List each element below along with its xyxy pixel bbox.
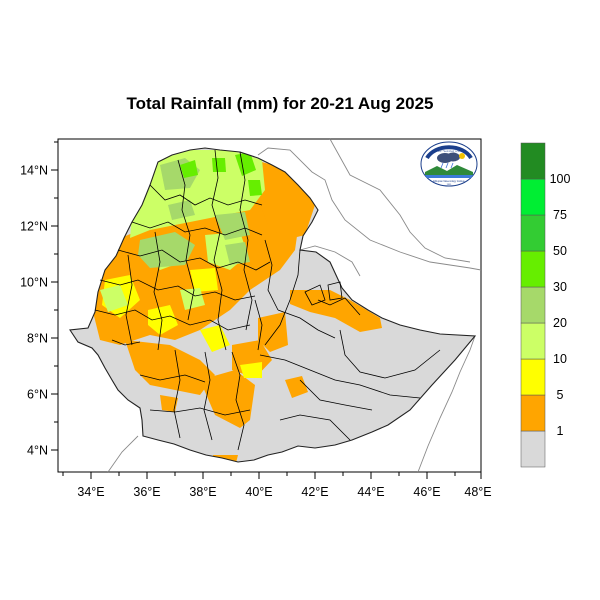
legend-label: 1 — [557, 424, 564, 438]
legend-label: 30 — [553, 280, 567, 294]
lat-axis: 4°N 6°N 8°N 10°N 12°N 14°N — [20, 141, 58, 458]
lon-axis: 34°E 36°E 38°E 40°E 42°E 44°E 46°E 48°E — [62, 472, 492, 499]
lon-label-44: 44°E — [357, 485, 384, 499]
lat-label-8: 8°N — [27, 332, 48, 346]
lon-label-42: 42°E — [301, 485, 328, 499]
legend-swatch — [520, 214, 546, 252]
legend-swatch — [520, 250, 546, 288]
legend-swatch — [520, 178, 546, 216]
legend-label: 50 — [553, 244, 567, 258]
lon-label-38: 38°E — [189, 485, 216, 499]
legend-label: 10 — [553, 352, 567, 366]
neighbor-borders — [107, 138, 482, 473]
logo-text-year: 1951 — [447, 184, 453, 186]
lat-label-12: 12°N — [20, 220, 48, 234]
admin-boundaries — [94, 149, 441, 451]
logo-text-bottom: Ethiopian Meteorology Institute — [433, 180, 465, 183]
legend-swatch — [520, 142, 546, 180]
legend: 1 5 10 20 30 50 75 100 — [520, 142, 571, 468]
map-title: Total Rainfall (mm) for 20-21 Aug 2025 — [126, 94, 434, 113]
lat-label-10: 10°N — [20, 276, 48, 290]
legend-label: 5 — [557, 388, 564, 402]
lat-label-14: 14°N — [20, 164, 48, 178]
lon-label-48: 48°E — [464, 485, 491, 499]
legend-label: 100 — [550, 172, 571, 186]
lon-label-40: 40°E — [245, 485, 272, 499]
legend-swatch — [520, 394, 546, 432]
lat-label-6: 6°N — [27, 388, 48, 402]
lon-label-34: 34°E — [77, 485, 104, 499]
legend-swatch — [520, 430, 546, 468]
legend-swatch — [520, 286, 546, 324]
legend-label: 75 — [553, 208, 567, 222]
lon-label-36: 36°E — [133, 485, 160, 499]
lon-label-46: 46°E — [413, 485, 440, 499]
legend-swatch — [520, 322, 546, 360]
lat-label-4: 4°N — [27, 444, 48, 458]
logo-text-top: የኢትዮጵያ ሚቲዎሮሎጂ ኢንስቲትዩት — [431, 150, 466, 153]
legend-label: 20 — [553, 316, 567, 330]
institute-logo: የኢትዮጵያ ሚቲዎሮሎጂ ኢንስቲትዩት Ethiopian Meteorol… — [420, 141, 478, 187]
legend-swatch — [520, 358, 546, 396]
